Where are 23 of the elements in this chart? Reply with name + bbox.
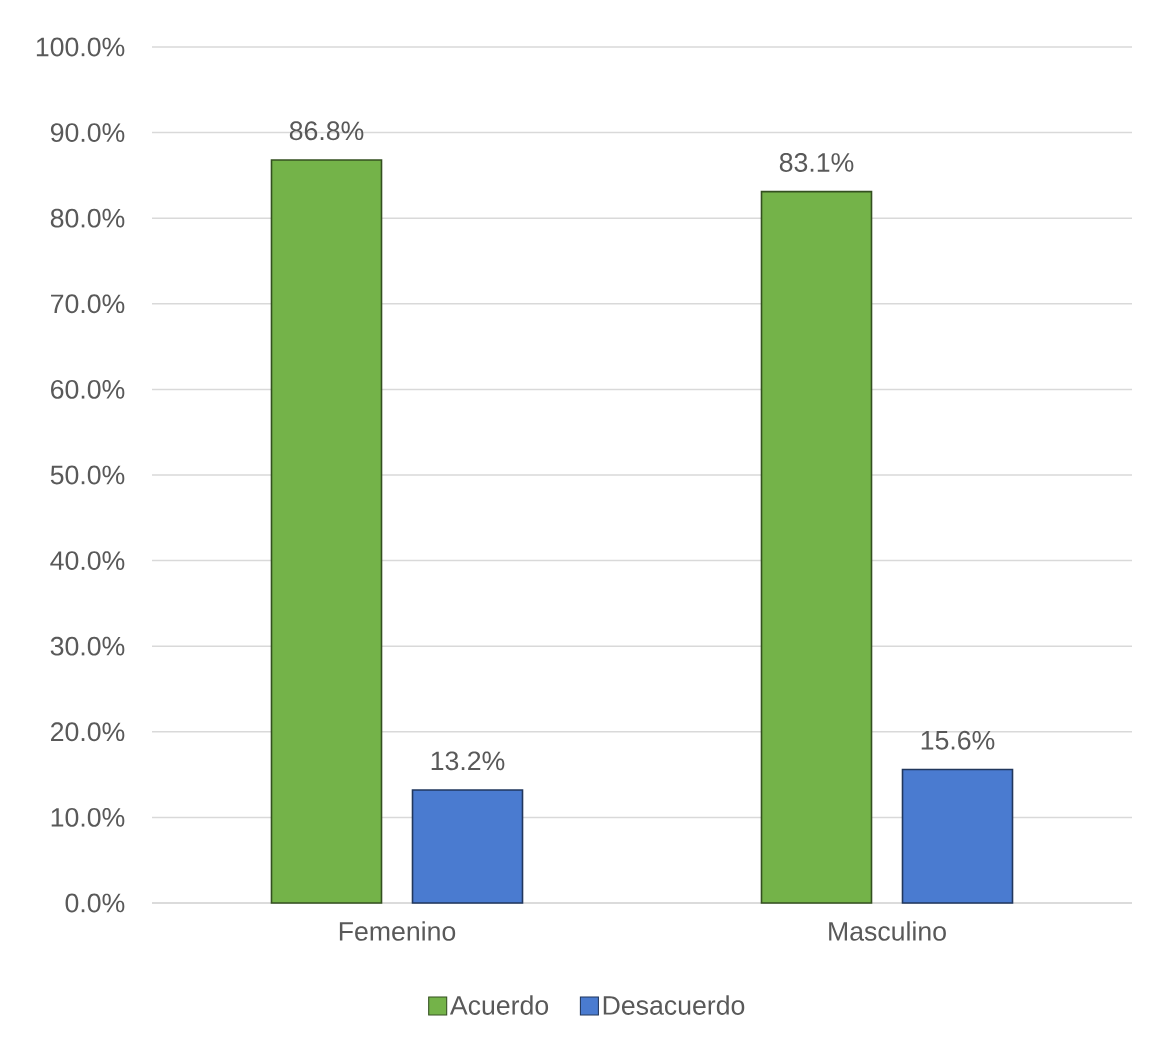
data-label: 15.6%	[921, 730, 995, 750]
bar	[270, 159, 383, 904]
y-tick-label: 50.0%	[50, 465, 125, 485]
y-tick-label: 80.0%	[50, 208, 125, 228]
y-tick-label: 10.0%	[51, 807, 125, 827]
legend-label: Acuerdo	[449, 995, 549, 1015]
x-tick-label: Masculino	[829, 921, 946, 941]
y-tick-label: 100.0%	[36, 37, 125, 57]
bar	[411, 789, 524, 904]
y-tick-label: 40.0%	[50, 551, 125, 571]
legend-label: Desacuerdo	[603, 995, 745, 1015]
y-tick-label: 90.0%	[50, 123, 125, 143]
y-tick-label: 20.0%	[51, 722, 125, 742]
y-tick-label: 0.0%	[65, 893, 125, 913]
y-tick-label: 30.0%	[50, 636, 125, 656]
data-label: 86.8%	[289, 121, 364, 141]
y-tick-label: 60.0%	[51, 379, 125, 399]
bar	[901, 768, 1014, 904]
y-tick-label: 70.0%	[51, 294, 125, 314]
bar	[760, 190, 873, 904]
data-label: 13.2%	[431, 751, 505, 771]
data-label: 83.1%	[779, 153, 854, 172]
x-tick-label: Femenino	[339, 921, 456, 941]
